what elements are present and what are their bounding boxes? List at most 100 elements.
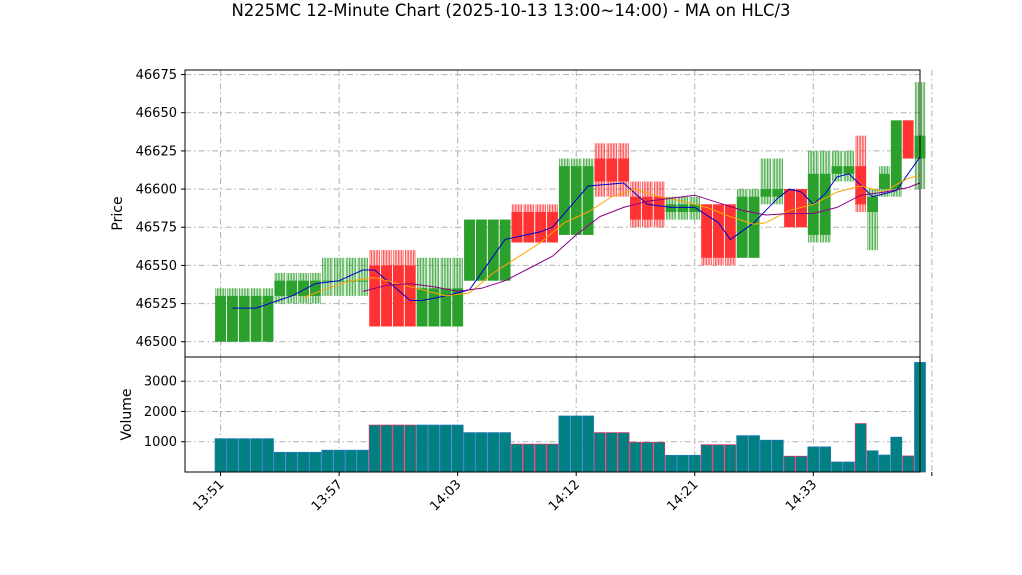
time-tick-label: 14:03 xyxy=(427,477,464,514)
volume-bar xyxy=(226,438,239,473)
candle-body-up xyxy=(309,280,321,296)
candle-body-up xyxy=(760,189,772,197)
volume-bar xyxy=(878,454,891,473)
candle-body-up xyxy=(677,204,689,212)
candle-body-down xyxy=(630,196,641,220)
price-tick-label: 46575 xyxy=(136,221,177,236)
volume-bar xyxy=(285,451,298,473)
candle-body-down xyxy=(724,204,736,258)
volume-bar xyxy=(712,444,725,473)
ma-long-line xyxy=(362,182,921,292)
candle-body-up xyxy=(416,288,428,327)
price-axis-label: Price xyxy=(110,196,126,230)
candle-body-up xyxy=(215,295,227,342)
volume-y-axis: 1000 2000 3000 xyxy=(144,375,185,450)
volume-bar xyxy=(309,451,322,473)
volume-axis-label: Volume xyxy=(119,388,135,440)
volume-bar xyxy=(392,424,405,473)
price-tick-label: 46550 xyxy=(136,259,177,274)
time-tick-label: 14:33 xyxy=(783,477,820,514)
candle-body-down xyxy=(369,265,381,327)
candle-body-up xyxy=(736,196,748,258)
volume-bar xyxy=(831,461,843,473)
volume-bar xyxy=(700,444,713,473)
candle-body-up xyxy=(665,204,677,212)
candle-body-up xyxy=(440,288,452,327)
volume-bar xyxy=(475,432,488,473)
volume-bar xyxy=(380,424,393,473)
volume-bar xyxy=(273,451,286,473)
candle-body-down xyxy=(381,265,392,327)
volume-bar xyxy=(760,439,772,473)
price-tick-label: 46500 xyxy=(136,335,177,350)
candle-body-up xyxy=(286,280,298,296)
price-y-axis: 46500 46525 46550 46575 46600 46625 46650 46675 xyxy=(136,68,185,350)
price-tick-label: 46600 xyxy=(136,183,177,198)
price-tick-label: 46650 xyxy=(136,106,177,121)
price-panel: 46500 46525 46550 46575 46600 46625 46650 46675… xyxy=(110,68,933,358)
ma-mid-line xyxy=(303,174,921,298)
volume-bar xyxy=(653,441,666,473)
price-tick-label: 46675 xyxy=(136,68,177,83)
candle-body-up xyxy=(238,295,250,342)
volume-bar xyxy=(582,415,594,473)
candle-body-up xyxy=(357,280,369,282)
volume-bar xyxy=(546,443,559,473)
volume-bar xyxy=(748,435,760,473)
candle-body-up xyxy=(867,196,879,212)
volume-bar xyxy=(819,446,832,473)
volume-tick-label: 1000 xyxy=(144,435,177,450)
volume-bar xyxy=(416,424,428,473)
volume-bar xyxy=(511,443,523,473)
volume-bar xyxy=(333,449,345,473)
volume-bar xyxy=(522,443,535,473)
candle-body-up xyxy=(558,166,570,235)
candle-body-down xyxy=(392,265,404,327)
candle-body-up xyxy=(843,166,855,174)
volume-bar xyxy=(617,432,630,473)
candle-body-down xyxy=(594,158,606,182)
candle-body-up xyxy=(689,204,701,212)
volume-bar xyxy=(321,449,334,473)
time-tick-label: 14:12 xyxy=(546,477,583,514)
volume-bar xyxy=(807,446,820,473)
candle-body-up xyxy=(226,295,238,342)
volume-bar xyxy=(262,438,274,473)
price-grid xyxy=(185,70,933,357)
time-tick-label: 13:51 xyxy=(190,477,227,514)
volume-bar xyxy=(451,424,464,473)
candle-body-down xyxy=(618,158,630,182)
volume-bar xyxy=(783,455,796,473)
time-tick-label: 13:57 xyxy=(309,477,346,514)
volume-bar xyxy=(238,438,251,473)
candle-body-down xyxy=(795,189,807,228)
candle-body-down xyxy=(523,211,535,243)
volume-bar xyxy=(570,415,583,473)
candle-body-down xyxy=(713,204,724,258)
candle-body-up xyxy=(274,280,286,296)
volume-panel: 1000 2000 3000 Volume xyxy=(119,356,933,473)
candle-body-up xyxy=(772,189,784,197)
candle-body-up xyxy=(428,288,440,327)
volume-bar xyxy=(345,449,357,473)
candle-body-up xyxy=(475,219,487,281)
volume-bar xyxy=(843,461,855,473)
volume-bar xyxy=(866,450,879,473)
volume-bar xyxy=(736,435,749,473)
candle-body-down xyxy=(404,265,416,327)
volume-bar xyxy=(428,424,440,473)
candle-body-up xyxy=(321,280,333,282)
time-x-axis: 13:51 13:57 14:03 14:12 14:21 14:33 xyxy=(190,472,933,514)
volume-bar xyxy=(439,424,452,473)
volume-axes-frame xyxy=(184,356,921,473)
volume-bar xyxy=(902,455,914,473)
candle-body-down xyxy=(535,211,547,243)
time-tick-label: 14:21 xyxy=(664,477,701,514)
volume-bar xyxy=(724,444,737,473)
volume-bar xyxy=(534,443,547,473)
volume-bar xyxy=(368,424,381,473)
candle-body-up xyxy=(582,166,594,235)
volume-bar xyxy=(214,438,227,473)
volume-bar xyxy=(854,423,867,473)
